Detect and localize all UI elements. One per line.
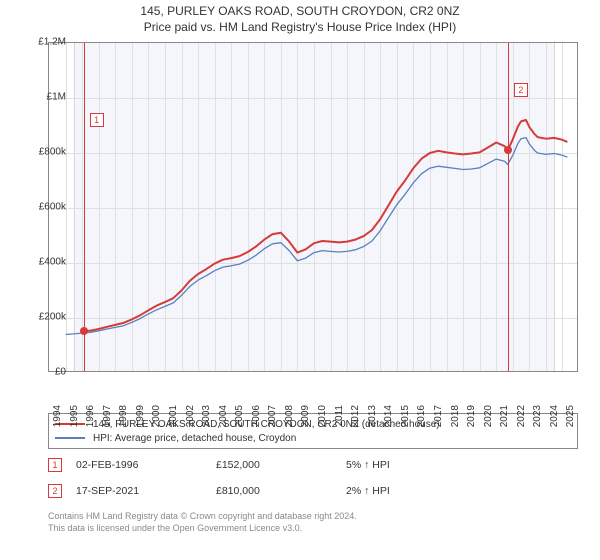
chart-svg: [49, 43, 577, 371]
xtick-label: 1999: [135, 405, 146, 427]
sales-row-marker: 2: [48, 484, 62, 498]
title-area: 145, PURLEY OAKS ROAD, SOUTH CROYDON, CR…: [0, 0, 600, 34]
xtick-label: 2000: [151, 405, 162, 427]
xtick-label: 2016: [416, 405, 427, 427]
sale-marker-line: [84, 43, 85, 371]
xtick-label: 2011: [334, 405, 345, 427]
xtick-label: 2013: [367, 405, 378, 427]
xtick-label: 2007: [267, 405, 278, 427]
sales-row: 2 17-SEP-2021£810,0002% ↑ HPI: [48, 478, 578, 504]
ytick-label: £800k: [39, 147, 66, 158]
sales-row-date: 17-SEP-2021: [76, 485, 216, 497]
xtick-label: 2018: [450, 405, 461, 427]
xtick-label: 1997: [102, 405, 113, 427]
sale-point-marker: [80, 327, 88, 335]
chart-plot-area: 12: [48, 42, 578, 372]
ytick-label: £1.2M: [38, 37, 66, 48]
ytick-label: £600k: [39, 202, 66, 213]
xtick-label: 2004: [218, 405, 229, 427]
xtick-label: 2020: [483, 405, 494, 427]
ytick-label: £0: [55, 367, 66, 378]
sale-marker-line: [508, 43, 509, 371]
sale-marker-box: 1: [90, 113, 104, 127]
sales-table: 1 02-FEB-1996£152,0005% ↑ HPI 2 17-SEP-2021…: [48, 452, 578, 504]
footer-text: Contains HM Land Registry data © Crown c…: [48, 510, 357, 534]
ytick-label: £200k: [39, 312, 66, 323]
title-sub: Price paid vs. HM Land Registry's House …: [0, 20, 600, 34]
xtick-label: 2019: [466, 405, 477, 427]
sales-row-hpi: 2% ↑ HPI: [346, 485, 578, 497]
xtick-label: 1996: [85, 405, 96, 427]
sales-row: 1 02-FEB-1996£152,0005% ↑ HPI: [48, 452, 578, 478]
xtick-label: 2025: [565, 405, 576, 427]
title-main: 145, PURLEY OAKS ROAD, SOUTH CROYDON, CR…: [0, 4, 600, 18]
xtick-label: 2023: [532, 405, 543, 427]
footer-line-1: Contains HM Land Registry data © Crown c…: [48, 510, 357, 522]
xtick-label: 2002: [185, 405, 196, 427]
xtick-label: 1994: [52, 405, 63, 427]
xtick-label: 2015: [400, 405, 411, 427]
series-hpi: [66, 138, 568, 335]
xtick-label: 2022: [516, 405, 527, 427]
sales-row-marker: 1: [48, 458, 62, 472]
sale-point-marker: [504, 146, 512, 154]
series-price_paid: [84, 120, 568, 331]
xtick-label: 1998: [118, 405, 129, 427]
xtick-label: 2014: [383, 405, 394, 427]
xtick-label: 2009: [300, 405, 311, 427]
footer-line-2: This data is licensed under the Open Gov…: [48, 522, 357, 534]
xtick-label: 2012: [350, 405, 361, 427]
xtick-label: 2017: [433, 405, 444, 427]
xtick-label: 2003: [201, 405, 212, 427]
sales-row-date: 02-FEB-1996: [76, 459, 216, 471]
sale-marker-box: 2: [514, 83, 528, 97]
xtick-label: 2008: [284, 405, 295, 427]
legend-label: HPI: Average price, detached house, Croy…: [93, 433, 296, 444]
xtick-label: 1995: [69, 405, 80, 427]
chart-container: 145, PURLEY OAKS ROAD, SOUTH CROYDON, CR…: [0, 0, 600, 560]
xtick-label: 2024: [549, 405, 560, 427]
legend-row: HPI: Average price, detached house, Croy…: [55, 431, 571, 445]
xtick-label: 2005: [234, 405, 245, 427]
sales-row-price: £810,000: [216, 485, 346, 497]
xtick-label: 2010: [317, 405, 328, 427]
xtick-label: 2001: [168, 405, 179, 427]
sales-row-price: £152,000: [216, 459, 346, 471]
xtick-label: 2006: [251, 405, 262, 427]
ytick-label: £400k: [39, 257, 66, 268]
sales-row-hpi: 5% ↑ HPI: [346, 459, 578, 471]
legend-swatch: [55, 437, 85, 438]
ytick-label: £1M: [47, 92, 66, 103]
xtick-label: 2021: [499, 405, 510, 427]
